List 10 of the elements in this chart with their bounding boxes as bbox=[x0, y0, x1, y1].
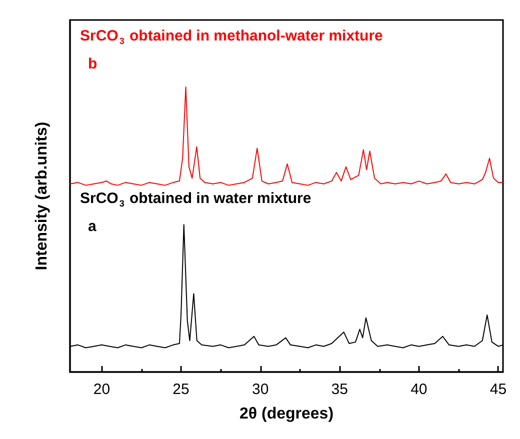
x-tick-label: 20 bbox=[93, 381, 110, 398]
x-tick-label: 25 bbox=[172, 381, 190, 398]
text: b bbox=[88, 55, 98, 72]
x-tick-label: 45 bbox=[490, 381, 507, 398]
y-axis-title: Intensity (arb.units) bbox=[34, 122, 50, 270]
x-tick-label: 35 bbox=[331, 381, 348, 398]
x-tick-label: 40 bbox=[410, 381, 428, 398]
x-axis-title: 2θ (degrees) bbox=[239, 406, 334, 422]
annotation: a bbox=[88, 218, 97, 235]
x-tick-label: 30 bbox=[252, 381, 269, 398]
